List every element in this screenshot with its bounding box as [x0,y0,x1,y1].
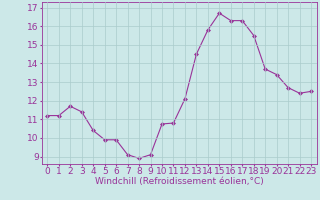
X-axis label: Windchill (Refroidissement éolien,°C): Windchill (Refroidissement éolien,°C) [95,177,264,186]
